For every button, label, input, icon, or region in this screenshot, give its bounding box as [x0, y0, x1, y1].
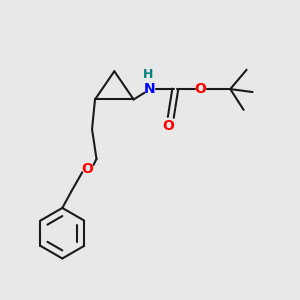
Text: O: O [82, 162, 94, 176]
Text: H: H [143, 68, 154, 81]
Text: N: N [144, 82, 156, 96]
Text: O: O [195, 82, 206, 96]
Text: O: O [162, 118, 174, 133]
